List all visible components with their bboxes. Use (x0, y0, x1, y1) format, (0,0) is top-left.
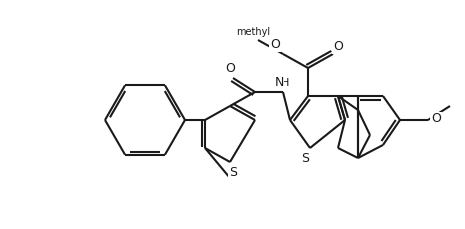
Text: N: N (274, 76, 284, 90)
Text: O: O (225, 63, 235, 76)
Text: O: O (333, 41, 343, 54)
Text: S: S (229, 166, 237, 178)
Text: methyl: methyl (236, 27, 270, 37)
Text: O: O (270, 38, 280, 52)
Text: H: H (281, 78, 289, 88)
Text: O: O (431, 112, 441, 125)
Text: S: S (301, 153, 309, 166)
